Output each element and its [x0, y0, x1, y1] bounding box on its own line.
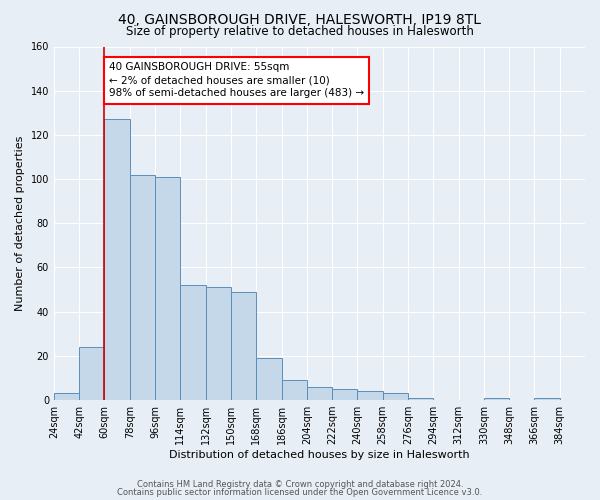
Y-axis label: Number of detached properties: Number of detached properties	[15, 136, 25, 311]
Text: Contains public sector information licensed under the Open Government Licence v3: Contains public sector information licen…	[118, 488, 482, 497]
Bar	[383, 394, 408, 400]
Bar	[256, 358, 281, 400]
Bar	[535, 398, 560, 400]
Text: Size of property relative to detached houses in Halesworth: Size of property relative to detached ho…	[126, 25, 474, 38]
Bar	[104, 120, 130, 400]
Bar	[231, 292, 256, 400]
Bar	[130, 174, 155, 400]
Bar	[54, 394, 79, 400]
Text: Contains HM Land Registry data © Crown copyright and database right 2024.: Contains HM Land Registry data © Crown c…	[137, 480, 463, 489]
Bar	[155, 177, 181, 400]
Text: 40 GAINSBOROUGH DRIVE: 55sqm
← 2% of detached houses are smaller (10)
98% of sem: 40 GAINSBOROUGH DRIVE: 55sqm ← 2% of det…	[109, 62, 364, 98]
Bar	[281, 380, 307, 400]
Bar	[206, 288, 231, 400]
Bar	[332, 389, 358, 400]
Bar	[408, 398, 433, 400]
Bar	[79, 347, 104, 400]
Bar	[358, 391, 383, 400]
Text: 40, GAINSBOROUGH DRIVE, HALESWORTH, IP19 8TL: 40, GAINSBOROUGH DRIVE, HALESWORTH, IP19…	[119, 12, 482, 26]
Bar	[307, 387, 332, 400]
Bar	[484, 398, 509, 400]
X-axis label: Distribution of detached houses by size in Halesworth: Distribution of detached houses by size …	[169, 450, 470, 460]
Bar	[181, 285, 206, 400]
